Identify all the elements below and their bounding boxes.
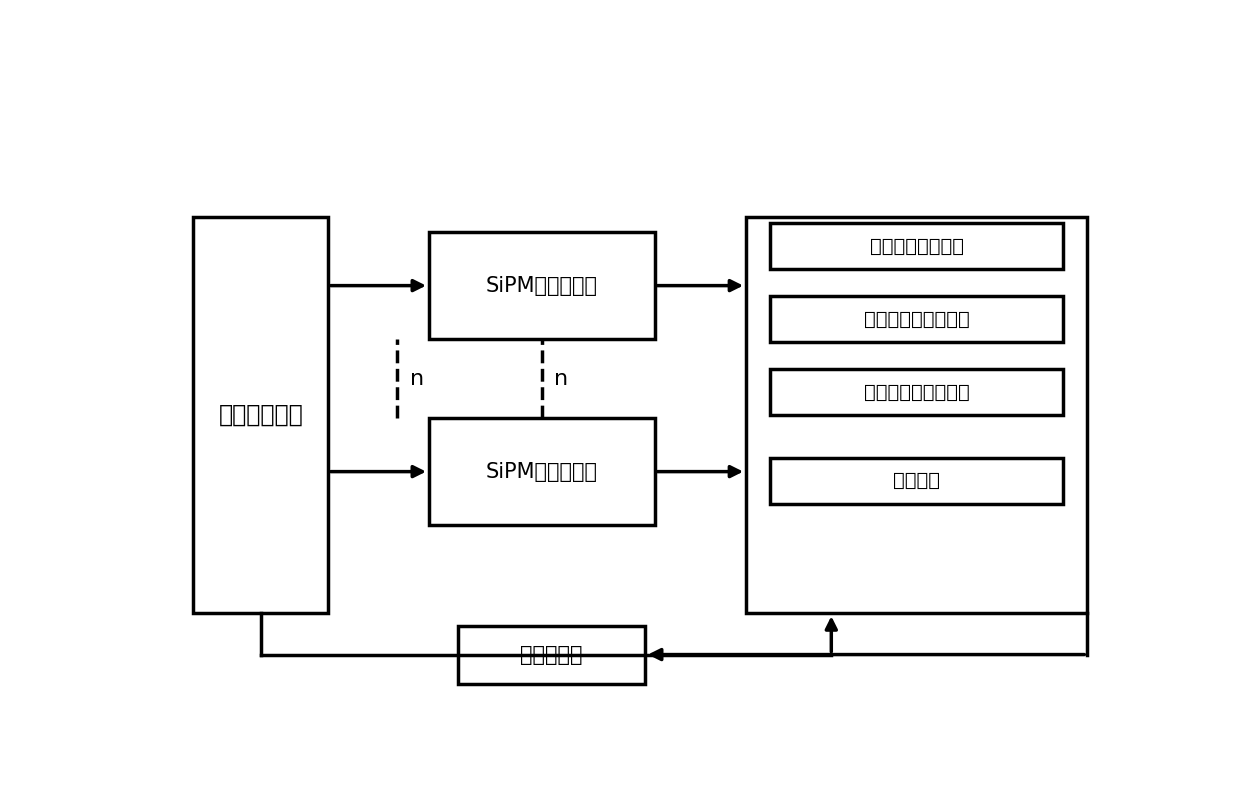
Text: 定时和甄别电路模块: 定时和甄别电路模块 <box>864 310 970 329</box>
Text: n: n <box>554 368 568 389</box>
Bar <box>770 223 1063 268</box>
Bar <box>770 458 1063 504</box>
Text: 低压供电模块: 低压供电模块 <box>218 403 303 427</box>
Text: SiPM探测器模块: SiPM探测器模块 <box>486 462 598 482</box>
Bar <box>746 217 1087 613</box>
Bar <box>770 296 1063 342</box>
Bar <box>770 369 1063 415</box>
Text: n: n <box>409 368 424 389</box>
Bar <box>458 626 645 683</box>
Text: 数字化采集电路模块: 数字化采集电路模块 <box>864 383 970 402</box>
Text: 计算机终端: 计算机终端 <box>520 645 583 664</box>
Text: SiPM探测器模块: SiPM探测器模块 <box>486 276 598 295</box>
Bar <box>429 418 655 525</box>
Bar <box>193 217 327 613</box>
Bar <box>429 232 655 339</box>
Text: 符合单元: 符合单元 <box>893 471 940 490</box>
Text: 模拟信号处理模块: 模拟信号处理模块 <box>869 237 963 256</box>
